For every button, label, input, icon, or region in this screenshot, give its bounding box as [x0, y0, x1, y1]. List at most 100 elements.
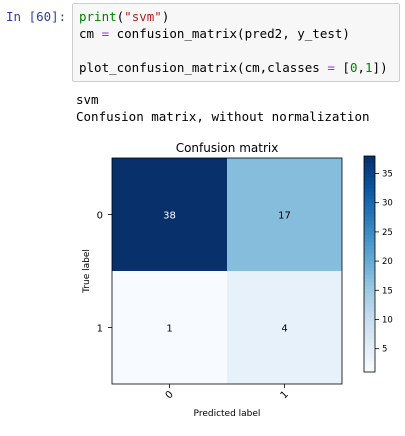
colorbar-segment: [364, 192, 375, 197]
colorbar-segment: [364, 202, 375, 207]
colorbar-segment: [364, 174, 375, 179]
output-line: svm: [76, 92, 99, 107]
colorbar-segment: [364, 307, 375, 312]
colorbar-segment: [364, 289, 375, 294]
colorbar-segment: [364, 271, 375, 276]
colorbar-segment: [364, 350, 375, 355]
colorbar-segment: [364, 346, 375, 351]
colorbar-frame: [363, 155, 376, 373]
colorbar-segment: [364, 224, 375, 229]
colorbar-tick-label: 5: [382, 345, 387, 355]
colorbar-segment: [364, 332, 375, 337]
colorbar-segment: [364, 184, 375, 189]
y-axis-label: True label: [82, 249, 92, 294]
code-comma: ,: [357, 60, 366, 75]
code-number: 0: [349, 60, 358, 75]
matrix-cell: [112, 271, 227, 384]
colorbar-segment: [364, 213, 375, 218]
colorbar-segment: [364, 328, 375, 333]
code-lhs: cm: [79, 26, 102, 41]
colorbar-segment: [364, 267, 375, 272]
colorbar-segment: [364, 246, 375, 251]
colorbar-segment: [364, 249, 375, 254]
matrix-cell: [112, 158, 227, 271]
chart-title: Confusion matrix: [176, 141, 279, 155]
colorbar-segment: [364, 177, 375, 182]
colorbar-segment: [364, 228, 375, 233]
colorbar-segment: [364, 314, 375, 319]
colorbar-tick-label: 30: [382, 199, 393, 209]
colorbar-segment: [364, 163, 375, 168]
colorbar-segment: [364, 300, 375, 305]
y-tick-label: 0: [97, 211, 103, 222]
colorbar-tick-label: 15: [382, 286, 393, 296]
input-prompt: In [60]:: [6, 9, 67, 24]
colorbar-segment: [364, 285, 375, 290]
code-paren: (: [116, 9, 125, 24]
cell-output-text: svm Confusion matrix, without normalizat…: [76, 91, 370, 125]
colorbar-segment: [364, 260, 375, 265]
y-tick-label: 1: [97, 324, 103, 335]
colorbar-segment: [364, 336, 375, 341]
colorbar-segment: [364, 210, 375, 215]
colorbar-segment: [364, 220, 375, 225]
code-bracket: ]): [372, 60, 388, 75]
x-tick-label: 1: [279, 389, 291, 401]
colorbar-segment: [364, 170, 375, 175]
colorbar-segment: [364, 321, 375, 326]
colorbar-segment: [364, 264, 375, 269]
colorbar-segment: [364, 181, 375, 186]
code-operator: =: [101, 26, 110, 41]
colorbar-segment: [364, 278, 375, 283]
colorbar-segment: [364, 206, 375, 211]
colorbar-segment: [364, 156, 375, 161]
code-number: 1: [365, 60, 373, 75]
colorbar-segment: [364, 282, 375, 287]
matrix-cell: [227, 271, 342, 384]
matrix-cell-value: 17: [278, 211, 291, 222]
output-line: Confusion matrix, without normalization: [76, 109, 370, 124]
colorbar-segment: [364, 238, 375, 243]
colorbar-tick-label: 35: [382, 170, 393, 180]
colorbar-segment: [364, 339, 375, 344]
colorbar-segment: [364, 318, 375, 323]
confusion-matrix-figure: Confusion matrix 38 17 1 4 0 1 0 1 Predicted labe…: [72, 134, 402, 436]
matrix-cell: [227, 158, 342, 271]
colorbar-segment: [364, 253, 375, 258]
colorbar-segment: [364, 357, 375, 362]
colorbar-segment: [364, 325, 375, 330]
x-axis-label: Predicted label: [194, 409, 261, 419]
colorbar-segment: [364, 292, 375, 297]
colorbar-segment: [364, 235, 375, 240]
colorbar-tick-label: 25: [382, 228, 393, 238]
colorbar-segment: [364, 368, 375, 373]
matrix-cell-value: 38: [163, 211, 176, 222]
code-operator: =: [327, 60, 335, 75]
colorbar-segment: [364, 231, 375, 236]
colorbar-segment: [364, 166, 375, 171]
colorbar-segment: [364, 310, 375, 315]
code-cell[interactable]: print("svm") cm = confusion_matrix(pred2…: [72, 3, 400, 82]
x-tick-label: 0: [164, 389, 176, 401]
colorbar-segment: [364, 361, 375, 366]
code-bracket: [: [334, 60, 350, 75]
colorbar-segment: [364, 188, 375, 193]
colorbar-segment: [364, 343, 375, 348]
code-string: "svm": [124, 9, 162, 24]
colorbar-segment: [364, 303, 375, 308]
colorbar-segment: [364, 217, 375, 222]
colorbar-segment: [364, 354, 375, 359]
code-call: plot_confusion_matrix(cm,classes: [79, 60, 328, 75]
colorbar-tick-label: 20: [382, 257, 393, 267]
colorbar-segment: [364, 296, 375, 301]
code-editor[interactable]: print("svm") cm = confusion_matrix(pred2…: [79, 8, 388, 76]
colorbar-segment: [364, 274, 375, 279]
colorbar-segment: [364, 242, 375, 247]
colorbar-segment: [364, 159, 375, 164]
code-fn: print: [79, 9, 117, 24]
colorbar-segment: [364, 199, 375, 204]
code-paren: ): [161, 9, 170, 24]
colorbar-segment: [364, 256, 375, 261]
colorbar-segment: [364, 195, 375, 200]
